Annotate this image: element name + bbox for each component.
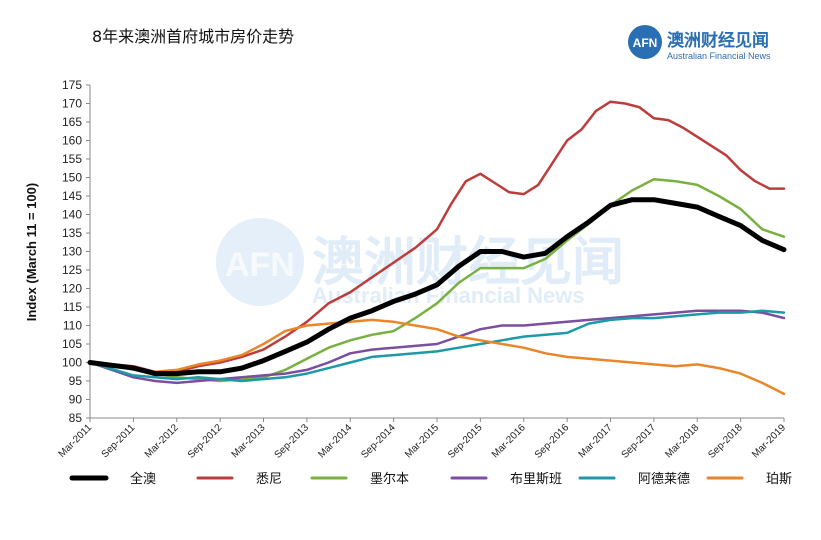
x-ticks: Mar-2011 Sep-2011 Mar-2012 Sep-2012 Mar-2013… (57, 418, 788, 461)
legend: 全澳 悉尼 墨尔本 布里斯班 阿德莱德 珀斯 (69, 471, 792, 487)
x-tick-label: Mar-2013 (230, 422, 268, 460)
y-tick-label: 130 (62, 245, 82, 259)
x-tick-label: Sep-2011 (100, 422, 138, 460)
series-line-2 (88, 178, 786, 383)
watermark: AFN 澳洲财经见闻 Australian Financial News (216, 218, 624, 308)
chart-title: 8年来澳洲首府城市房价走势 (92, 27, 294, 46)
x-tick-label: Mar-2012 (143, 422, 181, 460)
y-tick-label: 85 (69, 411, 83, 425)
brand-name-en: Australian Financial News (667, 51, 771, 61)
series-lines (87, 100, 787, 396)
y-tick-label: 160 (62, 134, 82, 148)
series-line-0 (87, 197, 787, 377)
x-tick-label: Mar-2011 (57, 422, 95, 460)
legend-label: 墨尔本 (370, 472, 409, 487)
y-tick-label: 175 (62, 78, 82, 92)
y-tick-label: 165 (62, 115, 82, 129)
x-tick-label: Sep-2013 (273, 422, 312, 461)
y-tick-label: 125 (62, 263, 82, 277)
y-tick-label: 150 (62, 171, 82, 185)
x-tick-label: Mar-2016 (490, 422, 528, 460)
x-tick-label: Sep-2014 (359, 422, 398, 461)
legend-label: 全澳 (130, 471, 156, 487)
legend-label: 阿德莱德 (638, 472, 690, 487)
brand-logo-circle (628, 25, 662, 59)
x-tick-label: Mar-2015 (403, 422, 441, 460)
y-tick-label: 105 (62, 337, 82, 351)
y-tick-label: 90 (69, 393, 83, 407)
y-tick-label: 110 (63, 319, 82, 333)
series-line-1 (88, 100, 786, 374)
x-tick-label: Sep-2017 (620, 422, 659, 461)
y-tick-label: 120 (62, 282, 82, 296)
x-tick-label: Mar-2017 (577, 422, 615, 460)
watermark-name-en: Australian Financial News (312, 283, 585, 308)
x-tick-label: Sep-2012 (186, 422, 225, 461)
x-tick-label: Sep-2016 (533, 422, 572, 461)
legend-label: 珀斯 (766, 472, 792, 487)
series-line-5 (88, 318, 786, 396)
watermark-logo-circle (216, 218, 304, 306)
y-tick-label: 95 (69, 374, 83, 388)
x-tick-label: Mar-2014 (316, 422, 354, 460)
legend-label: 悉尼 (256, 472, 282, 487)
y-tick-label: 140 (62, 208, 82, 222)
x-tick-label: Sep-2015 (446, 422, 485, 461)
y-axis-label: Index (March 11 = 100) (24, 183, 39, 321)
y-tick-label: 170 (62, 97, 82, 111)
y-ticks: 85 90 95 100 105 110 115 120 125 130 135 140 145 150 1… (62, 78, 90, 425)
y-tick-label: 115 (63, 300, 82, 314)
x-tick-label: Mar-2018 (663, 422, 701, 460)
x-tick-label: Sep-2018 (706, 422, 745, 461)
series-line-4 (88, 309, 786, 383)
brand-logo: AFN 澳洲财经见闻 Australian Financial News (628, 25, 771, 61)
x-tick-label: Mar-2019 (750, 422, 788, 460)
y-tick-label: 135 (62, 226, 82, 240)
legend-label: 布里斯班 (510, 472, 562, 487)
brand-logo-text: AFN (633, 36, 658, 50)
watermark-logo-text: AFN (225, 246, 295, 284)
brand-name-cn: 澳洲财经见闻 (667, 30, 769, 51)
y-tick-label: 145 (62, 189, 82, 203)
y-tick-label: 100 (62, 356, 82, 370)
y-tick-label: 155 (62, 152, 82, 166)
